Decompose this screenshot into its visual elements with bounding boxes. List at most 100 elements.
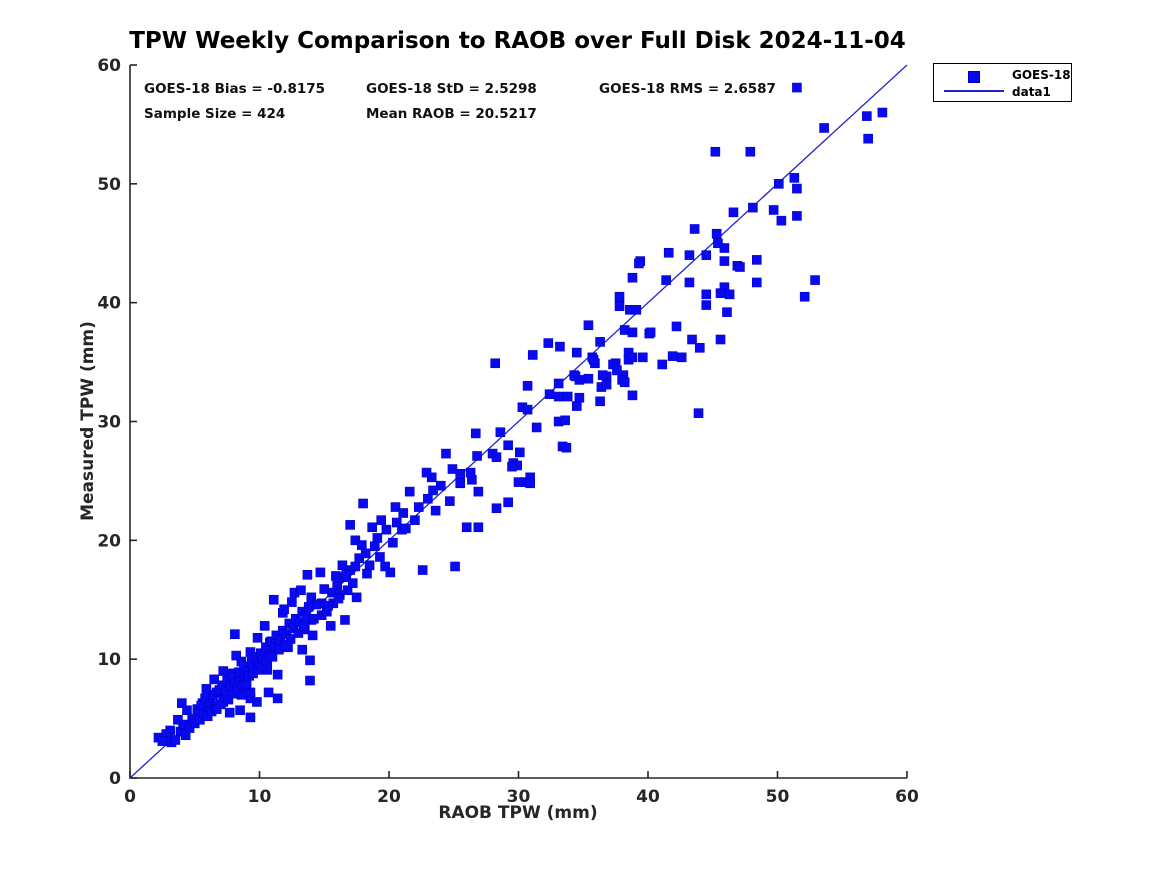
stat-rms: GOES-18 RMS = 2.6587 (599, 81, 776, 97)
data-point (627, 390, 638, 401)
data-point (799, 291, 810, 302)
data-point (701, 250, 712, 260)
data-point (570, 371, 581, 382)
data-point (735, 262, 745, 272)
x-axis-label: RAOB TPW (mm) (438, 803, 598, 823)
data-point (180, 730, 191, 741)
data-point (619, 377, 630, 388)
data-point (332, 580, 343, 591)
data-point (719, 243, 730, 253)
data-point (323, 600, 333, 611)
data-point (792, 183, 802, 194)
data-point (428, 485, 438, 496)
data-point (571, 401, 582, 411)
y-tick-label: 60 (97, 56, 121, 76)
data-point (305, 675, 315, 686)
data-point (614, 301, 625, 312)
data-point (862, 111, 872, 121)
data-point (595, 337, 605, 347)
data-point (667, 351, 678, 361)
data-point (362, 568, 372, 579)
data-point (201, 684, 212, 694)
data-point (745, 146, 756, 157)
data-point (307, 630, 318, 641)
data-point (819, 123, 829, 133)
data-point (298, 621, 309, 631)
data-point (710, 146, 721, 157)
data-point (687, 334, 697, 345)
y-tick-label: 0 (109, 769, 121, 789)
data-point (252, 632, 263, 643)
data-point (503, 497, 513, 508)
data-point (525, 478, 535, 489)
data-point (280, 640, 291, 650)
data-point (235, 705, 245, 716)
data-point (218, 666, 229, 676)
data-point (612, 365, 622, 376)
data-point (792, 82, 802, 93)
data-point (715, 288, 726, 298)
legend-marker-swatch (968, 71, 980, 83)
data-point (588, 354, 599, 365)
data-point (461, 522, 472, 533)
data-point (693, 408, 704, 418)
data-point (562, 391, 573, 402)
x-tick-label: 10 (248, 787, 272, 807)
data-point (385, 567, 396, 578)
data-point (450, 561, 460, 572)
data-point (445, 496, 455, 506)
data-point (543, 338, 554, 348)
data-point (360, 548, 371, 559)
data-point (561, 442, 572, 453)
data-point (645, 327, 656, 338)
data-point (574, 392, 585, 403)
data-point (455, 478, 466, 489)
data-point (333, 593, 344, 604)
x-tick-label: 20 (377, 787, 401, 807)
y-tick-label: 10 (97, 650, 121, 670)
data-point (724, 289, 735, 300)
data-point (684, 277, 695, 288)
data-point (555, 341, 565, 352)
data-point (364, 560, 375, 571)
data-point (638, 352, 648, 363)
data-point (337, 560, 348, 571)
data-point (527, 350, 538, 360)
data-point (441, 448, 451, 459)
data-point (661, 275, 671, 285)
data-point (267, 651, 278, 662)
data-point (789, 173, 800, 183)
data-point (170, 735, 181, 745)
data-point (634, 258, 644, 269)
data-point (401, 523, 411, 534)
data-point (182, 705, 192, 716)
data-point (514, 447, 525, 458)
data-point (792, 211, 802, 221)
y-tick-label: 20 (97, 531, 121, 551)
data-point (209, 674, 219, 685)
legend-line-swatch (944, 90, 1004, 92)
data-point (722, 307, 732, 317)
data-point (285, 634, 296, 644)
data-point (331, 571, 341, 581)
data-point (601, 379, 612, 390)
data-point (657, 359, 668, 370)
data-point (309, 613, 319, 624)
y-tick-label: 40 (97, 294, 121, 314)
data-point (810, 275, 820, 285)
data-point (306, 592, 317, 603)
data-point (663, 247, 674, 258)
data-point (473, 486, 484, 497)
data-point (388, 537, 398, 548)
data-point (423, 493, 433, 504)
data-point (472, 451, 482, 461)
stat-mean-raob: Mean RAOB = 20.5217 (366, 106, 537, 122)
data-point (748, 202, 758, 213)
x-tick-label: 0 (124, 787, 136, 807)
data-point (627, 352, 638, 363)
data-point (728, 207, 739, 218)
data-point (701, 289, 712, 300)
data-point (390, 502, 401, 512)
data-point (701, 300, 712, 310)
